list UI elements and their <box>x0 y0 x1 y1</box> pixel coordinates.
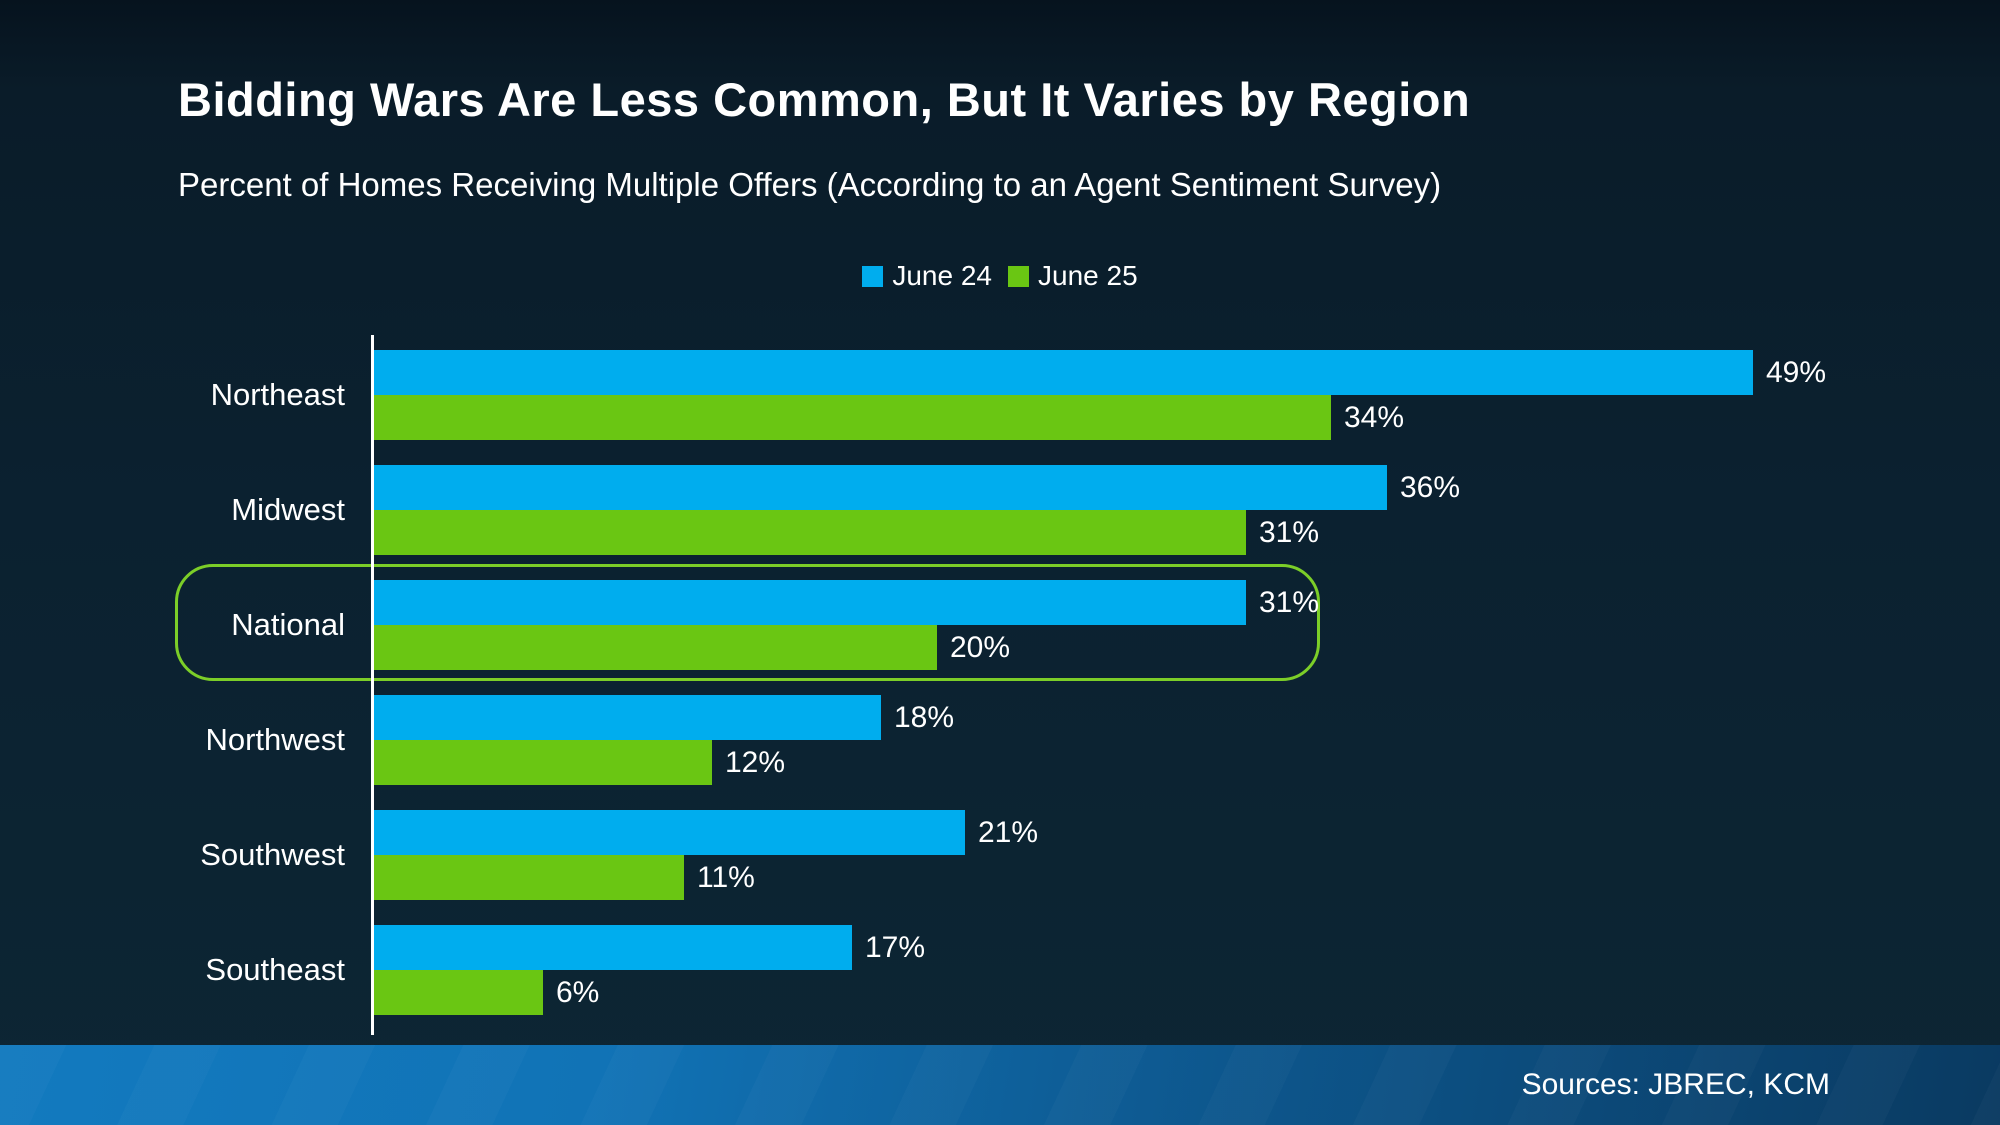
legend-label-june25: June 25 <box>1038 260 1138 291</box>
value-label-northeast-june25: 34% <box>1344 400 1405 434</box>
value-label-northwest-june25: 12% <box>725 745 786 779</box>
category-label-southeast: Southeast <box>205 952 345 987</box>
bar-southwest-june25 <box>374 855 684 900</box>
bar-southeast-june24 <box>374 925 852 970</box>
sources-text: Sources: JBREC, KCM <box>1521 1068 1830 1101</box>
bar-southeast-june25 <box>374 970 543 1015</box>
legend-swatch-june25-icon <box>1008 265 1029 287</box>
value-label-national-june24: 31% <box>1259 585 1320 619</box>
bar-northwest-june24 <box>374 695 881 740</box>
bar-northeast-june25 <box>374 395 1331 440</box>
category-label-national: National <box>231 607 345 642</box>
legend-item-june24: June 24 <box>862 260 992 292</box>
category-label-northwest: Northwest <box>205 722 345 757</box>
value-label-southwest-june24: 21% <box>978 815 1039 849</box>
footer-bar: Sources: JBREC, KCM <box>0 1045 2000 1125</box>
value-label-southeast-june24: 17% <box>865 930 926 964</box>
category-label-midwest: Midwest <box>231 492 345 527</box>
value-label-midwest-june25: 31% <box>1259 515 1320 549</box>
national-highlight-box <box>175 564 1320 681</box>
value-label-northeast-june24: 49% <box>1766 355 1827 389</box>
value-label-southeast-june25: 6% <box>556 975 600 1009</box>
bar-national-june24 <box>374 580 1246 625</box>
legend-label-june24: June 24 <box>892 260 992 291</box>
value-label-national-june25: 20% <box>950 630 1011 664</box>
bar-southwest-june24 <box>374 810 965 855</box>
chart-legend: June 24 June 25 <box>0 260 2000 292</box>
bar-northeast-june24 <box>374 350 1753 395</box>
value-label-midwest-june24: 36% <box>1400 470 1461 504</box>
bar-midwest-june24 <box>374 465 1387 510</box>
bar-northwest-june25 <box>374 740 712 785</box>
legend-swatch-june24-icon <box>862 265 884 287</box>
value-label-southwest-june25: 11% <box>697 860 755 894</box>
chart-axis-line <box>371 335 374 1035</box>
category-label-southwest: Southwest <box>200 837 345 872</box>
bar-national-june25 <box>374 625 937 670</box>
bar-midwest-june25 <box>374 510 1246 555</box>
page-subtitle: Percent of Homes Receiving Multiple Offe… <box>178 166 1442 203</box>
page-title: Bidding Wars Are Less Common, But It Var… <box>178 73 1471 126</box>
value-label-northwest-june24: 18% <box>894 700 955 734</box>
category-label-northeast: Northeast <box>210 377 345 412</box>
legend-item-june25: June 25 <box>1008 260 1138 292</box>
